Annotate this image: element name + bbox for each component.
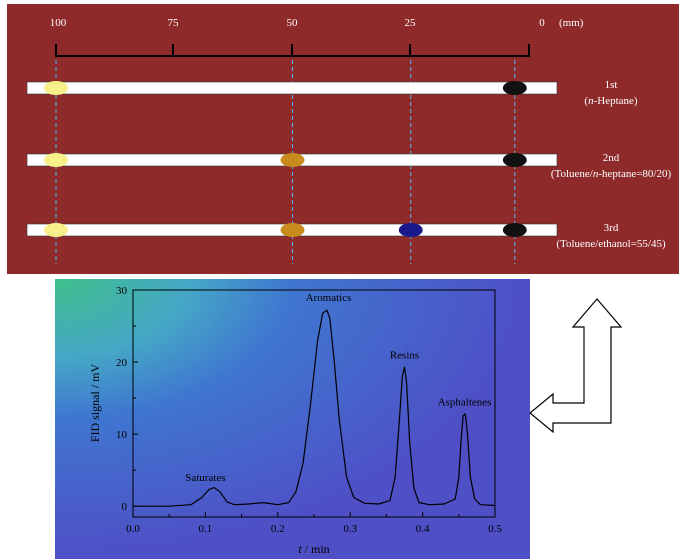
fid-signal-line: [133, 309, 496, 507]
rod-label-1: 1st (n-Heptane): [584, 79, 637, 107]
rod-label-3-order: 3rd: [604, 222, 619, 234]
band-spot: [280, 223, 305, 237]
scale-tick-50: 50: [287, 17, 299, 29]
y-tick-label: 20: [116, 357, 128, 369]
axis-ticks: 0.0 0.1 0.2 0.3 0.4 0.5 0 10 20 30: [116, 285, 502, 535]
x-tick-label: 0.0: [126, 523, 140, 535]
rod-label-2-order: 2nd: [603, 152, 620, 164]
band-spot: [280, 153, 305, 167]
scale-tick-25: 25: [405, 17, 417, 29]
peak-labels: Saturates Aromatics Resins Asphaltenes: [185, 292, 491, 484]
rod-label-2: 2nd (Toluene/n-heptane=80/20): [551, 152, 672, 180]
series-group: [133, 309, 496, 507]
y-axis-label: FID signal / mV: [88, 364, 102, 443]
rods-group: [26, 81, 558, 237]
x-tick-label: 0.1: [199, 523, 213, 535]
x-tick-label: 0.2: [271, 523, 285, 535]
tlc-rods-panel: 100 75 50 25 0 (mm) 1st (n-Heptane) 2nd …: [7, 4, 679, 274]
rod-label-3-solvent: (Toluene/ethanol=55/45): [556, 238, 666, 250]
x-tick-label: 0.5: [488, 523, 502, 535]
peak-label: Asphaltenes: [438, 396, 492, 408]
band-spot: [398, 223, 423, 237]
band-spot: [502, 81, 527, 95]
y-tick-label: 10: [116, 429, 128, 441]
y-tick-label: 30: [116, 285, 128, 297]
band-spot: [44, 153, 68, 167]
scale-bar: 100 75 50 25 0 (mm): [50, 17, 584, 57]
scale-tick-0: 0: [539, 17, 545, 29]
rod-label-1-order: 1st: [605, 79, 618, 91]
link-arrow-area: [525, 296, 655, 446]
scale-unit: (mm): [559, 17, 584, 29]
y-tick-label: 0: [122, 501, 128, 513]
band-spot: [502, 153, 527, 167]
tlc-rods-diagram: 100 75 50 25 0 (mm) 1st (n-Heptane) 2nd …: [26, 17, 672, 264]
peak-label: Saturates: [185, 472, 225, 484]
band-spot: [44, 81, 68, 95]
scale-tick-75: 75: [168, 17, 180, 29]
bent-arrow-icon: [529, 298, 623, 434]
peak-label: Resins: [390, 349, 419, 361]
band-spot: [44, 223, 68, 237]
rod-1: [26, 81, 558, 95]
chromatogram-chart: 0.0 0.1 0.2 0.3 0.4 0.5 0 10 20 30 Saturates Aroma…: [55, 279, 530, 559]
rod-label-1-solvent: (n-Heptane): [584, 95, 637, 107]
x-axis-label: t / min: [298, 542, 329, 556]
chromatogram-panel: 0.0 0.1 0.2 0.3 0.4 0.5 0 10 20 30 Saturates Aroma…: [55, 279, 530, 559]
x-tick-label: 0.4: [416, 523, 430, 535]
peak-label: Aromatics: [306, 292, 352, 304]
scale-tick-100: 100: [50, 17, 67, 29]
x-tick-label: 0.3: [343, 523, 357, 535]
rod-label-3: 3rd (Toluene/ethanol=55/45): [556, 222, 666, 250]
rod-label-2-solvent: (Toluene/n-heptane=80/20): [551, 168, 672, 180]
band-spot: [502, 223, 527, 237]
